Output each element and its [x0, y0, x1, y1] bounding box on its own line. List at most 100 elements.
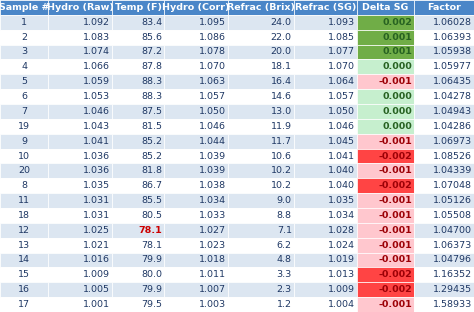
- Text: 13.0: 13.0: [271, 107, 292, 116]
- Bar: [414, 253, 474, 267]
- Text: 1.001: 1.001: [82, 300, 109, 309]
- Text: 1.06373: 1.06373: [433, 241, 472, 250]
- Bar: [112, 238, 164, 253]
- Text: 1.033: 1.033: [199, 211, 226, 220]
- Bar: [414, 0, 474, 15]
- Bar: [228, 89, 294, 104]
- Text: 8: 8: [21, 181, 27, 190]
- Bar: [164, 0, 228, 15]
- Bar: [164, 30, 228, 45]
- Bar: [228, 282, 294, 297]
- Bar: [414, 104, 474, 119]
- Text: 11.7: 11.7: [271, 137, 292, 146]
- Text: 0.002: 0.002: [383, 18, 412, 27]
- Text: 1.29435: 1.29435: [433, 285, 472, 294]
- Text: Refrac (SG): Refrac (SG): [295, 3, 356, 12]
- Text: 1.031: 1.031: [82, 196, 109, 205]
- Text: 20.0: 20.0: [271, 47, 292, 56]
- Text: 1.023: 1.023: [199, 241, 226, 250]
- Bar: [164, 104, 228, 119]
- Text: 1.05938: 1.05938: [433, 47, 472, 56]
- Text: 5: 5: [21, 77, 27, 86]
- Text: 1.092: 1.092: [82, 18, 109, 27]
- Bar: [228, 59, 294, 74]
- Bar: [294, 267, 357, 282]
- Bar: [112, 30, 164, 45]
- Bar: [294, 30, 357, 45]
- Bar: [0, 149, 48, 163]
- Bar: [164, 15, 228, 30]
- Text: 1.06028: 1.06028: [433, 18, 472, 27]
- Bar: [48, 119, 112, 134]
- Text: 79.9: 79.9: [141, 256, 163, 265]
- Bar: [112, 0, 164, 15]
- Text: 4: 4: [21, 62, 27, 71]
- Bar: [294, 149, 357, 163]
- Bar: [164, 134, 228, 149]
- Bar: [112, 267, 164, 282]
- Bar: [48, 253, 112, 267]
- Bar: [414, 45, 474, 59]
- Bar: [294, 282, 357, 297]
- Bar: [357, 30, 414, 45]
- Text: 1.063: 1.063: [199, 77, 226, 86]
- Bar: [164, 253, 228, 267]
- Text: 22.0: 22.0: [271, 33, 292, 41]
- Text: 0.001: 0.001: [383, 47, 412, 56]
- Text: Refrac (Brix): Refrac (Brix): [227, 3, 295, 12]
- Bar: [48, 267, 112, 282]
- Text: 87.2: 87.2: [141, 47, 163, 56]
- Text: 1.057: 1.057: [328, 92, 355, 101]
- Bar: [357, 223, 414, 238]
- Text: 16: 16: [18, 285, 30, 294]
- Text: 0.000: 0.000: [383, 92, 412, 101]
- Text: -0.001: -0.001: [378, 137, 412, 146]
- Text: 17: 17: [18, 300, 30, 309]
- Text: 1.046: 1.046: [199, 122, 226, 131]
- Text: -0.001: -0.001: [378, 300, 412, 309]
- Bar: [357, 134, 414, 149]
- Text: 18.1: 18.1: [271, 62, 292, 71]
- Text: Delta SG: Delta SG: [363, 3, 409, 12]
- Text: 1.005: 1.005: [82, 285, 109, 294]
- Bar: [228, 0, 294, 15]
- Bar: [112, 149, 164, 163]
- Bar: [0, 282, 48, 297]
- Bar: [164, 193, 228, 208]
- Text: 1.028: 1.028: [328, 226, 355, 235]
- Text: 1.06393: 1.06393: [433, 33, 472, 41]
- Bar: [164, 282, 228, 297]
- Text: 85.2: 85.2: [141, 152, 163, 160]
- Bar: [48, 45, 112, 59]
- Bar: [357, 208, 414, 223]
- Bar: [0, 30, 48, 45]
- Text: 1.021: 1.021: [82, 241, 109, 250]
- Bar: [294, 193, 357, 208]
- Text: -0.001: -0.001: [378, 256, 412, 265]
- Text: 2.3: 2.3: [277, 285, 292, 294]
- Bar: [294, 119, 357, 134]
- Bar: [48, 223, 112, 238]
- Text: 1.044: 1.044: [199, 137, 226, 146]
- Text: 20: 20: [18, 166, 30, 175]
- Text: 87.5: 87.5: [141, 107, 163, 116]
- Text: 2: 2: [21, 33, 27, 41]
- Text: 79.5: 79.5: [141, 300, 163, 309]
- Bar: [48, 74, 112, 89]
- Text: 1.041: 1.041: [328, 152, 355, 160]
- Bar: [112, 74, 164, 89]
- Bar: [294, 74, 357, 89]
- Bar: [164, 208, 228, 223]
- Bar: [357, 267, 414, 282]
- Text: 1.043: 1.043: [82, 122, 109, 131]
- Text: 1.016: 1.016: [82, 256, 109, 265]
- Text: 18: 18: [18, 211, 30, 220]
- Bar: [164, 238, 228, 253]
- Bar: [0, 163, 48, 178]
- Bar: [228, 163, 294, 178]
- Text: 1.009: 1.009: [328, 285, 355, 294]
- Text: 3.3: 3.3: [276, 271, 292, 279]
- Bar: [0, 134, 48, 149]
- Text: 1.034: 1.034: [328, 211, 355, 220]
- Text: 1.06435: 1.06435: [433, 77, 472, 86]
